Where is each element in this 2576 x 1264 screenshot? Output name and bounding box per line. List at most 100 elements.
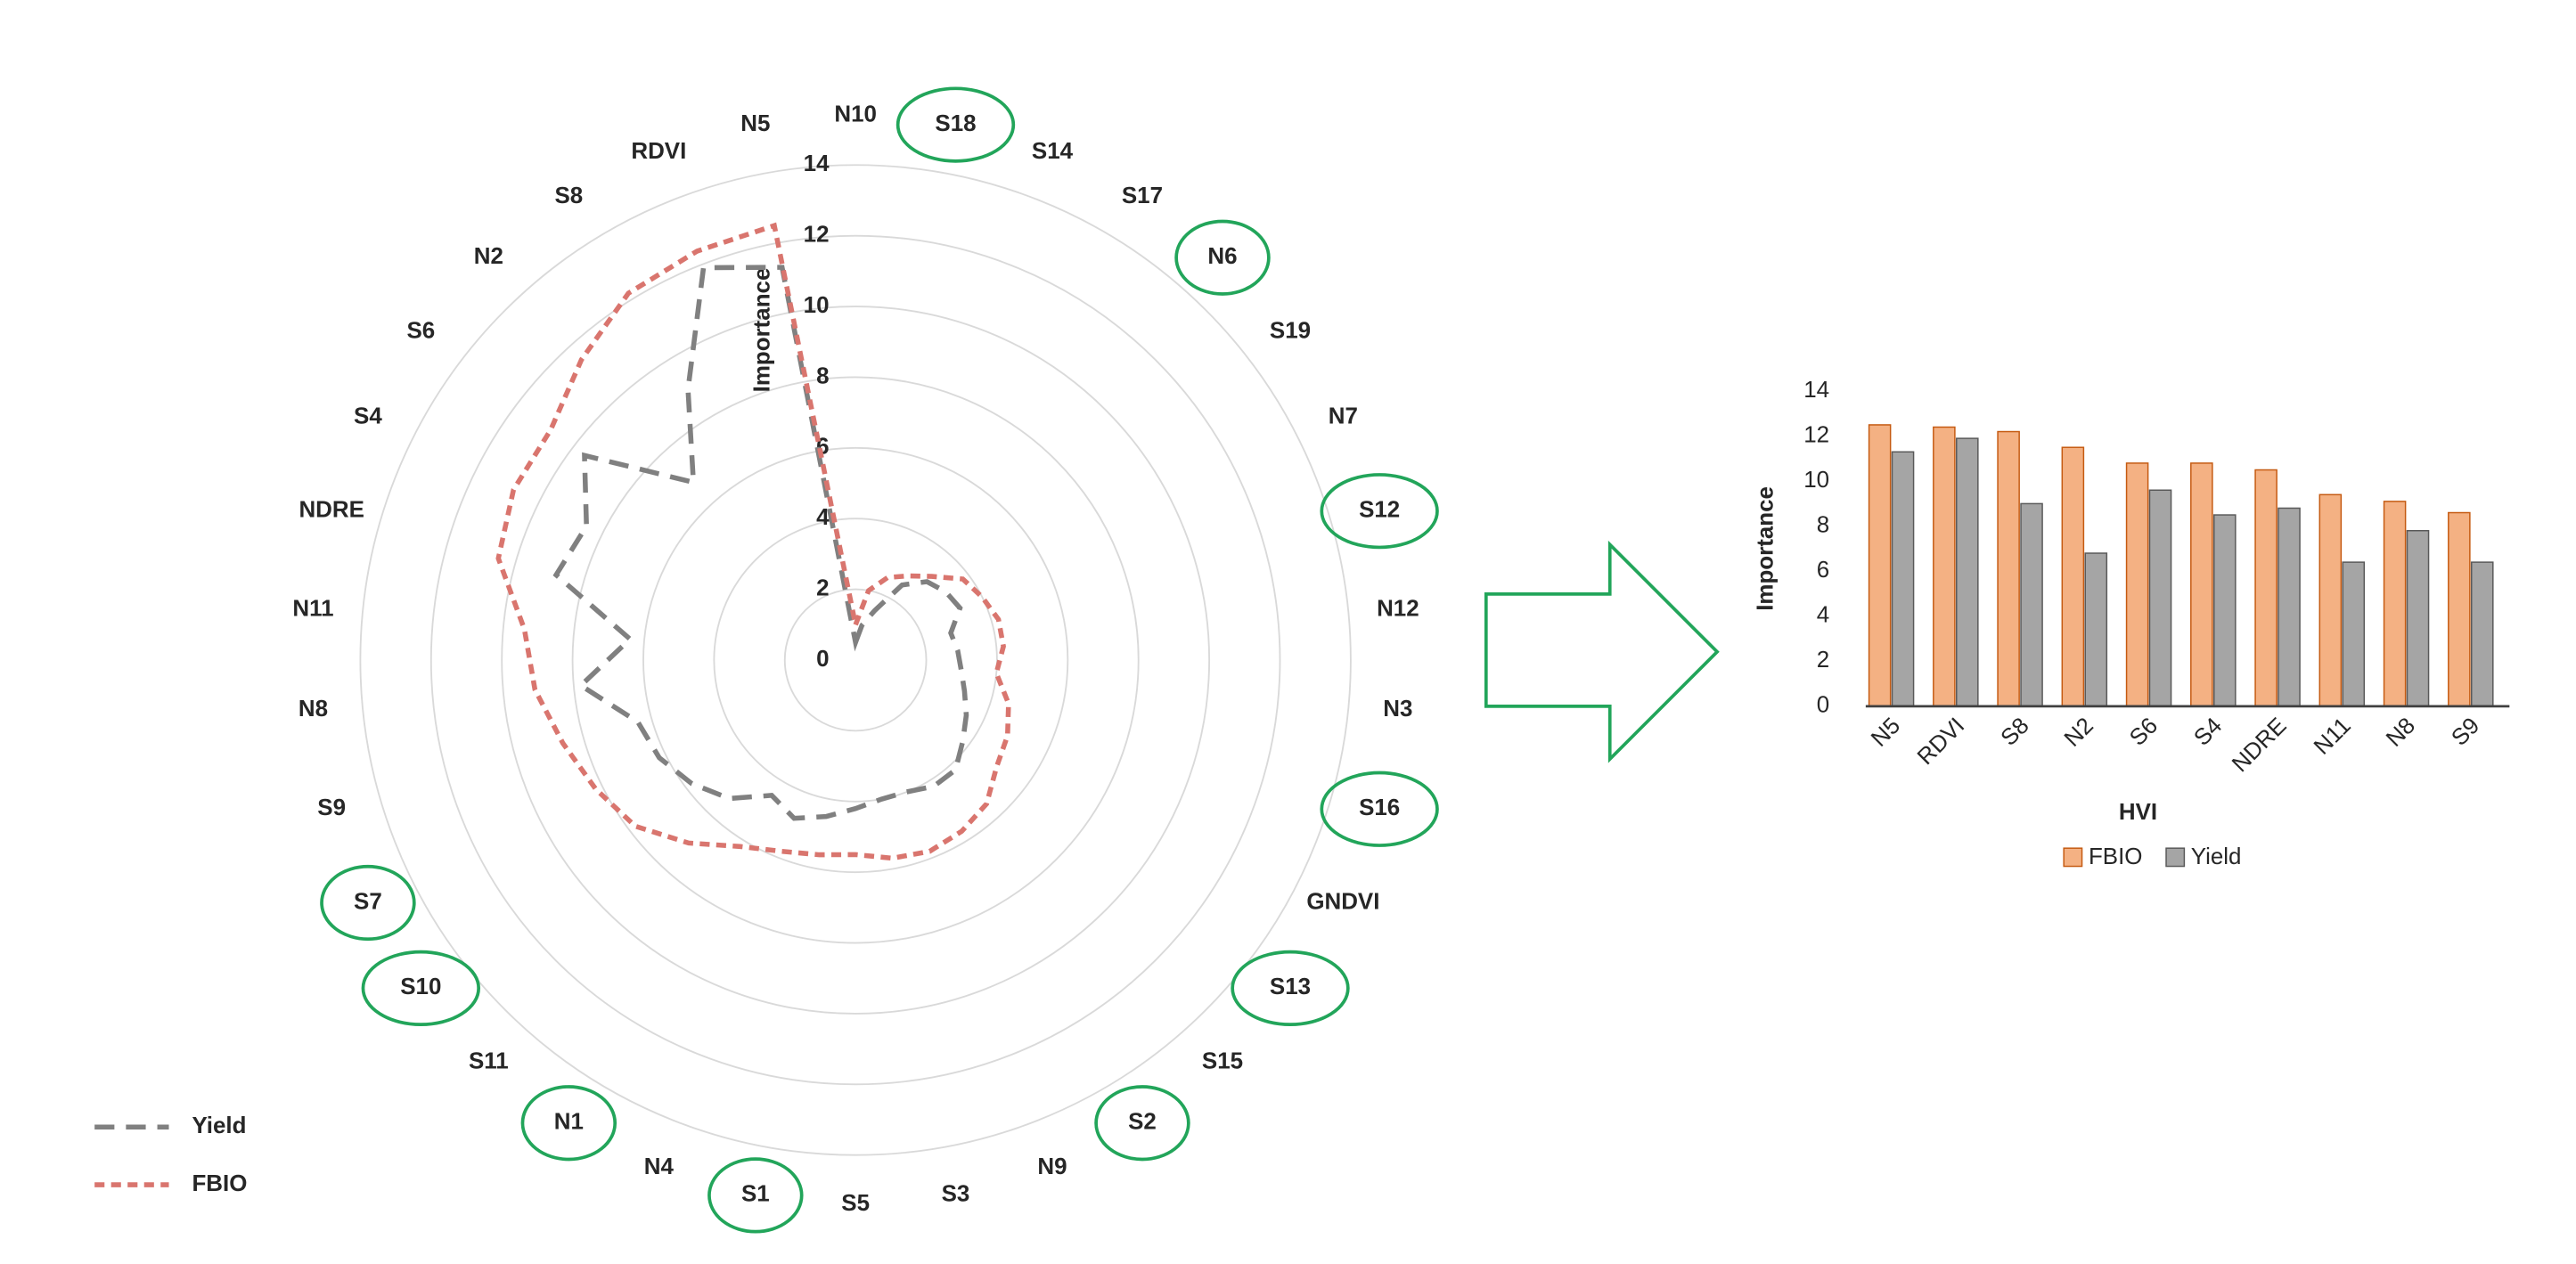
category-label: N11 [292, 596, 333, 621]
y-tick-label: 2 [1817, 648, 1829, 673]
legend-label: FBIO [192, 1171, 247, 1196]
grid-circle [359, 164, 1352, 1156]
bar [1868, 424, 1892, 707]
category-label: N7 [1329, 404, 1358, 428]
y-tick-label: 10 [1803, 468, 1829, 493]
category-label: S17 [1122, 183, 1163, 208]
r-tick-label: 0 [816, 647, 829, 672]
grid-circle [501, 306, 1211, 1015]
r-tick-label: 8 [816, 363, 829, 388]
y-tick-label: 0 [1817, 693, 1829, 718]
highlight-circle [895, 86, 1016, 163]
highlight-circle [361, 950, 480, 1027]
bar [2190, 462, 2213, 707]
grid-circle [429, 234, 1281, 1086]
highlight-circle [1174, 219, 1271, 296]
x-axis-label: HVI [2119, 800, 2157, 825]
category-label: S2 [1128, 1110, 1157, 1135]
category-label: S10 [400, 975, 441, 999]
y-tick-label: 4 [1817, 603, 1829, 628]
legend-swatch [2165, 847, 2186, 868]
highlight-circle [1320, 771, 1439, 847]
bar [2448, 511, 2471, 707]
axis-label: Importance [749, 268, 774, 393]
category-label: S15 [1202, 1049, 1243, 1074]
grid-circle [713, 518, 998, 803]
bar [1956, 437, 1979, 707]
bar [1997, 430, 2020, 707]
category-label: N6 [1207, 244, 1237, 269]
category-label: RDVI [631, 139, 686, 164]
category-label: S5 [841, 1191, 870, 1216]
legend-label: Yield [192, 1113, 246, 1138]
category-label: S3 [942, 1182, 970, 1207]
category-label: N12 [1377, 596, 1419, 621]
r-tick-label: 2 [816, 575, 829, 600]
category-label: S19 [1270, 318, 1311, 343]
highlight-circle [1231, 950, 1350, 1027]
bar [2084, 552, 2108, 707]
legend-label: Yield [2191, 844, 2242, 869]
y-tick-label: 14 [1803, 378, 1829, 403]
y-axis-label: Importance [1754, 486, 1779, 611]
grid-circle [571, 376, 1140, 944]
category-label: N1 [554, 1110, 584, 1135]
highlight-circle [1320, 473, 1439, 550]
bar [2254, 469, 2278, 707]
highlight-circle [1094, 1085, 1190, 1162]
legend-swatch [2063, 847, 2083, 868]
highlight-circle [320, 864, 416, 942]
bar [2020, 502, 2043, 707]
category-label: NDRE [298, 498, 364, 523]
category-label: N10 [834, 102, 877, 127]
r-tick-label: 12 [804, 222, 830, 247]
category-label: S1 [741, 1182, 770, 1207]
category-label: S6 [406, 318, 435, 343]
category-label: S13 [1270, 975, 1311, 999]
radar-line [495, 222, 1011, 861]
category-label: S14 [1032, 139, 1074, 164]
bar [2406, 529, 2430, 707]
category-label: S12 [1359, 498, 1400, 523]
r-tick-label: 14 [804, 151, 830, 176]
highlight-circle [707, 1157, 804, 1234]
category-label: GNDVI [1306, 889, 1379, 914]
highlight-circle [520, 1085, 617, 1162]
r-tick-label: 4 [816, 505, 830, 530]
y-tick-label: 12 [1803, 422, 1829, 447]
category-label: N3 [1383, 697, 1412, 722]
bar [2148, 489, 2172, 707]
category-label: S11 [469, 1049, 509, 1074]
bar [2318, 493, 2343, 707]
category-label: S9 [317, 795, 346, 820]
y-tick-label: 8 [1817, 513, 1829, 538]
radar-line [552, 265, 969, 821]
bar [2213, 514, 2237, 707]
grid-circle [642, 446, 1069, 874]
bar [1933, 426, 1956, 707]
category-label: S16 [1359, 795, 1400, 820]
bar [2278, 507, 2301, 707]
arrow [1484, 540, 1720, 763]
category-label: S4 [354, 404, 382, 428]
category-label: S8 [554, 183, 583, 208]
bar [2125, 462, 2149, 707]
bar [2470, 561, 2494, 707]
category-label: N2 [474, 244, 503, 269]
category-label: N5 [740, 111, 770, 136]
bar [1891, 451, 1915, 707]
bar [2061, 446, 2085, 707]
category-label: N9 [1037, 1154, 1067, 1179]
category-label: S18 [935, 111, 976, 136]
bar [2342, 561, 2366, 707]
legend-label: FBIO [2089, 844, 2143, 869]
grid-circle [783, 588, 928, 732]
category-label: S7 [354, 889, 382, 914]
category-label: N8 [298, 697, 328, 722]
r-tick-label: 10 [804, 293, 830, 318]
bar [2383, 501, 2407, 707]
category-label: N4 [644, 1154, 675, 1179]
